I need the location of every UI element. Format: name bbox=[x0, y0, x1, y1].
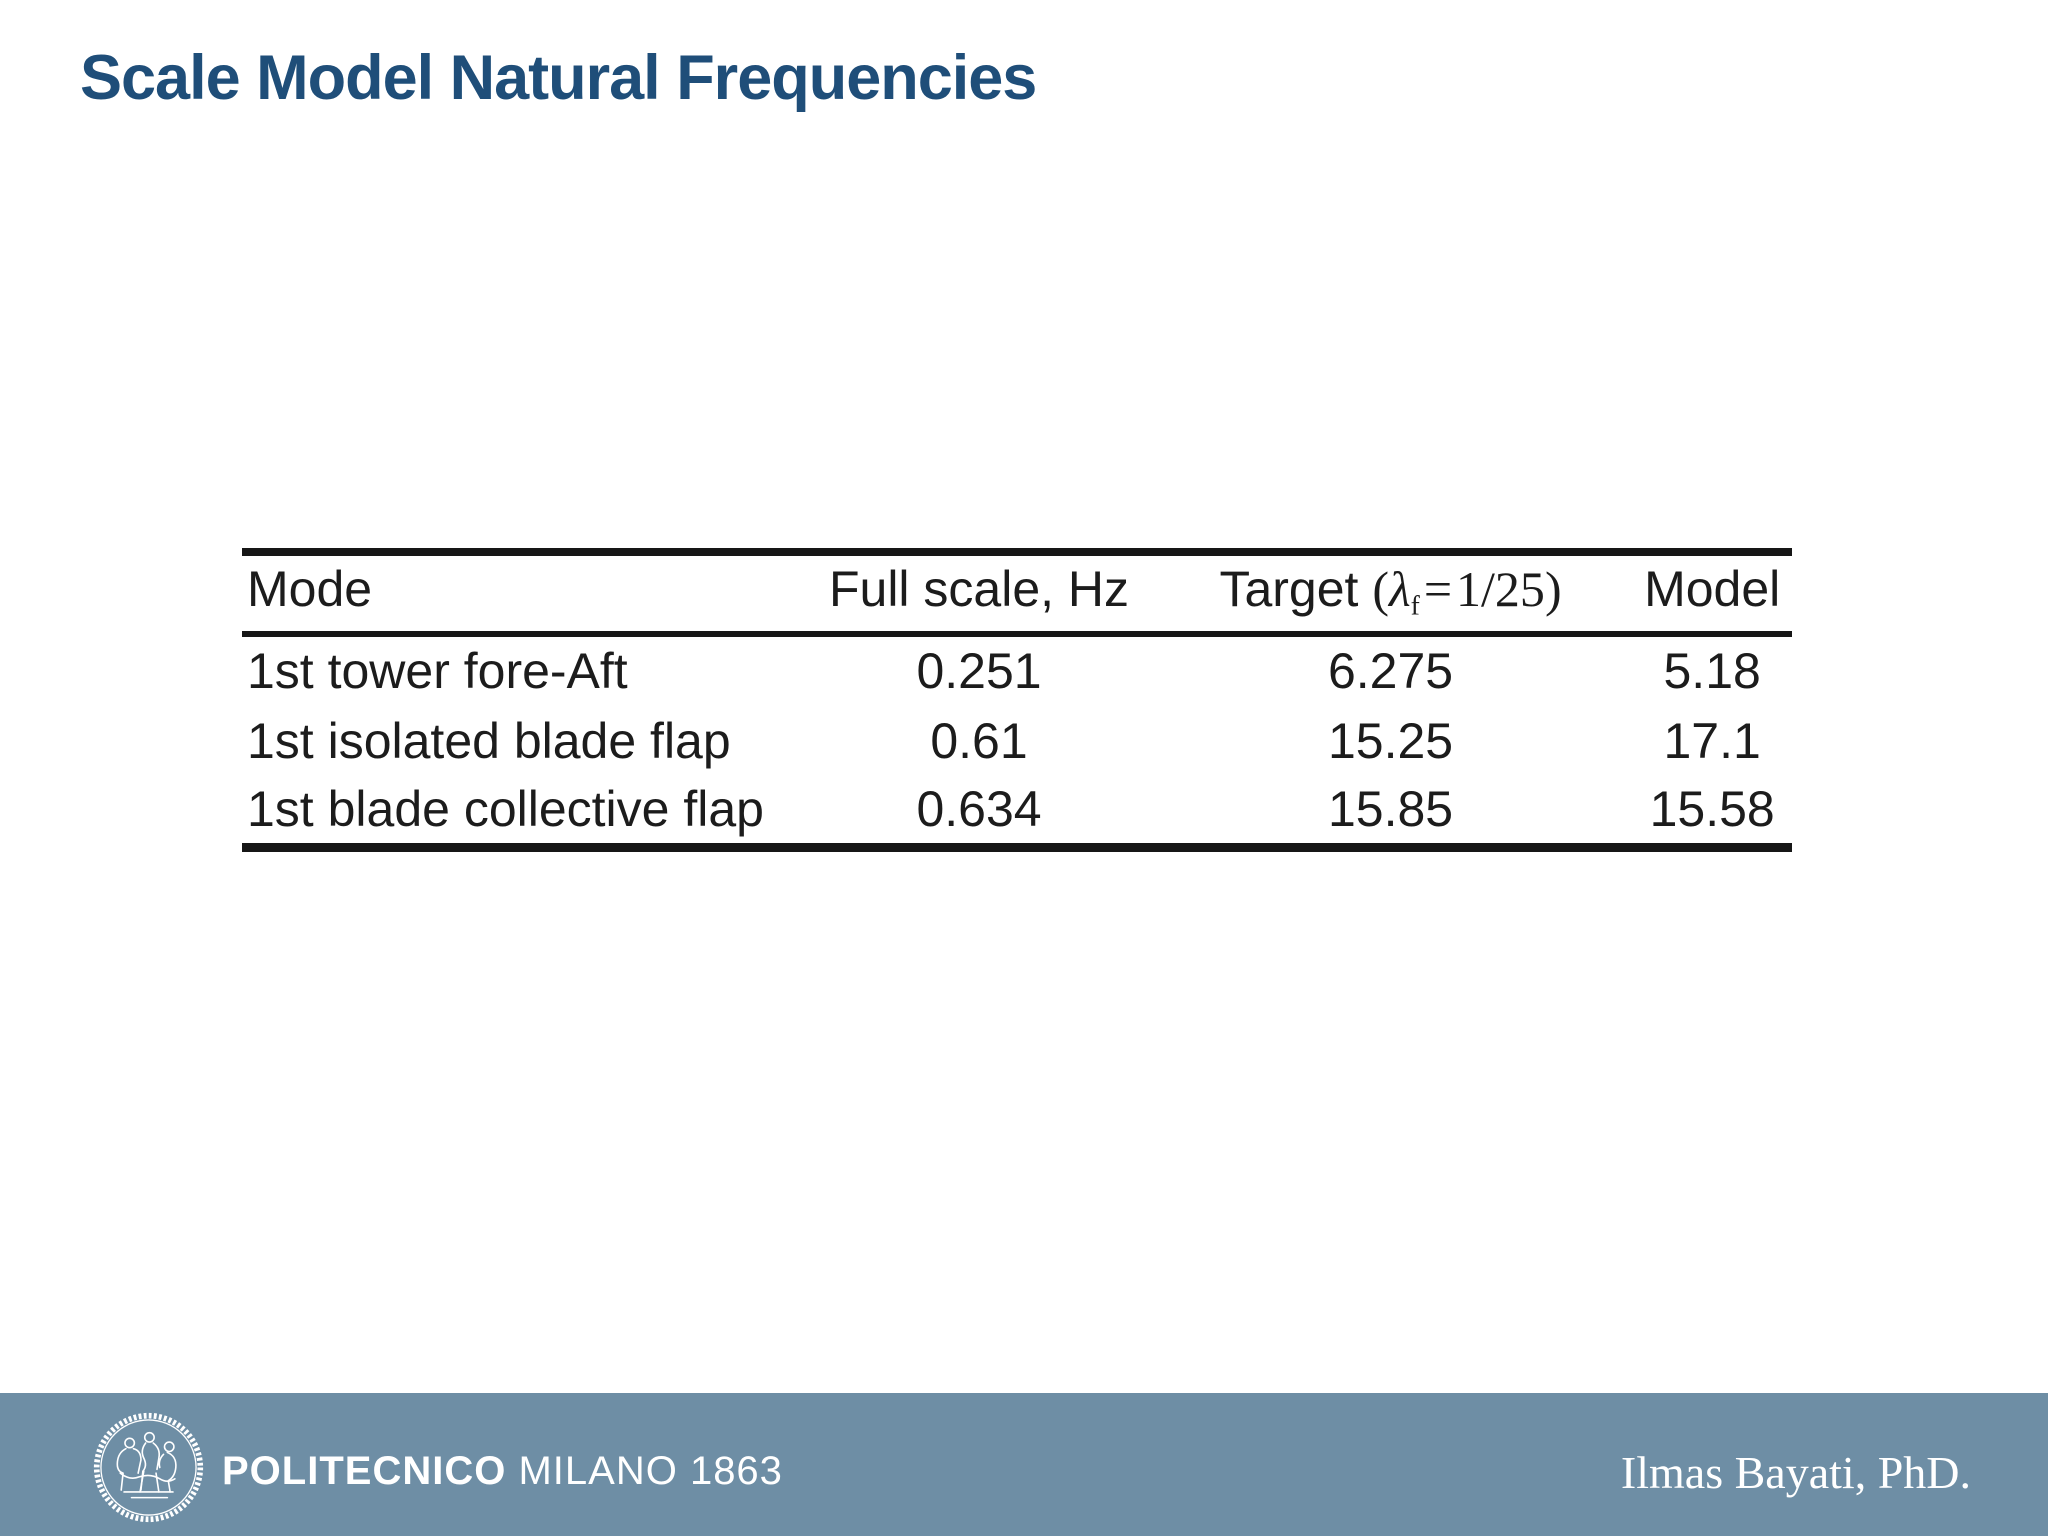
close-paren: ) bbox=[1544, 560, 1562, 617]
table-row: 1st isolated blade flap 0.61 15.25 17.1 bbox=[242, 705, 1792, 776]
scale-ratio: 1/25 bbox=[1456, 560, 1545, 617]
col-header-mode: Mode bbox=[247, 560, 373, 617]
natural-frequencies-table: Mode Full scale, Hz Target (λf=1/25) Mod… bbox=[242, 548, 1792, 852]
open-paren: ( bbox=[1372, 560, 1389, 617]
cell-mode: 1st tower fore-Aft bbox=[247, 643, 628, 699]
institution-name-regular: MILANO 1863 bbox=[518, 1449, 783, 1493]
cell-full-scale: 0.61 bbox=[930, 712, 1028, 769]
table-row: 1st blade collective flap 0.634 15.85 15… bbox=[242, 776, 1792, 847]
politecnico-milano-seal-icon bbox=[93, 1412, 204, 1523]
table-row: 1st tower fore-Aft 0.251 6.275 5.18 bbox=[242, 634, 1792, 705]
cell-target: 15.25 bbox=[1327, 712, 1454, 769]
politecnico-wordmark: POLITECNICO MILANO 1863 bbox=[222, 1451, 783, 1491]
equals-sign: = bbox=[1423, 560, 1453, 617]
footer-bar: POLITECNICO MILANO 1863 Ilmas Bayati, Ph… bbox=[0, 1393, 2048, 1536]
table-header-row: Mode Full scale, Hz Target (λf=1/25) Mod… bbox=[242, 552, 1792, 634]
cell-target: 6.275 bbox=[1327, 643, 1454, 699]
author-credit: Ilmas Bayati, PhD. bbox=[1620, 1447, 1971, 1498]
cell-target: 15.85 bbox=[1327, 781, 1454, 838]
lambda-symbol: λ bbox=[1389, 560, 1411, 617]
cell-mode: 1st blade collective flap bbox=[247, 781, 764, 838]
cell-model: 17.1 bbox=[1663, 712, 1761, 769]
target-formula: (λf=1/25) bbox=[1372, 560, 1562, 620]
institution-name-bold: POLITECNICO bbox=[222, 1449, 507, 1493]
cell-model: 15.58 bbox=[1649, 781, 1775, 838]
target-label: Target bbox=[1219, 560, 1359, 617]
cell-model: 5.18 bbox=[1663, 643, 1761, 699]
lambda-subscript: f bbox=[1410, 588, 1420, 620]
cell-mode: 1st isolated blade flap bbox=[247, 712, 731, 769]
col-header-target: Target (λf=1/25) bbox=[1149, 552, 1633, 634]
cell-full-scale: 0.634 bbox=[916, 781, 1042, 838]
frequencies-table: Mode Full scale, Hz Target (λf=1/25) Mod… bbox=[242, 548, 1792, 852]
col-header-full-scale: Full scale, Hz bbox=[828, 560, 1130, 617]
col-header-model: Model bbox=[1644, 560, 1781, 617]
page-title: Scale Model Natural Frequencies bbox=[80, 43, 1037, 113]
cell-full-scale: 0.251 bbox=[916, 643, 1042, 699]
